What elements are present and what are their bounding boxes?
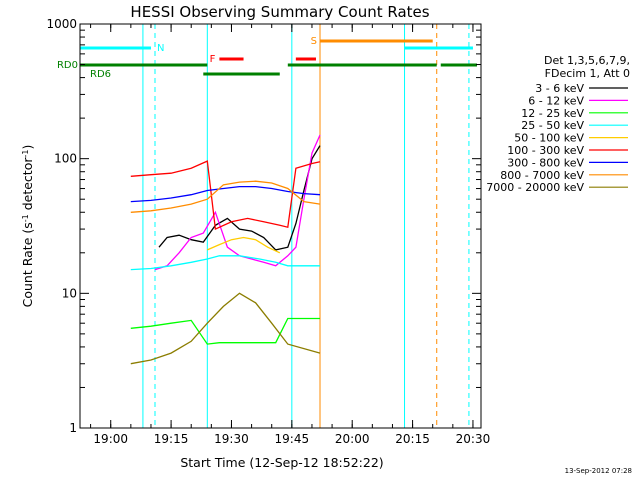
x-axis-label: Start Time (12-Sep-12 18:52:22) [180, 455, 383, 470]
x-tick-label-5: 20:15 [395, 432, 430, 446]
flag-label-N: N [157, 43, 164, 54]
series-line-4 [207, 236, 281, 254]
y-tick-label-2: 100 [54, 152, 77, 166]
chart-title: HESSI Observing Summary Count Rates [130, 3, 429, 21]
x-tick-label-1: 19:15 [154, 432, 189, 446]
legend-header-line1: Det 1,3,5,6,7,9, [544, 54, 630, 67]
legend-label-5: 100 - 300 keV [507, 144, 584, 157]
legend-label-3: 25 - 50 keV [521, 119, 584, 132]
series-line-1 [154, 134, 321, 271]
legend-label-2: 12 - 25 keV [521, 107, 584, 120]
vertical-lines-layer [79, 24, 470, 428]
legend-header-line2: FDecim 1, Att 0 [545, 67, 630, 80]
legend: Det 1,3,5,6,7,9, FDecim 1, Att 0 3 - 6 k… [486, 54, 630, 194]
x-tick-label-4: 20:00 [335, 432, 370, 446]
legend-label-8: 7000 - 20000 keV [486, 181, 584, 194]
y-axis-label: Count Rate (s-1 detector-1) [20, 145, 35, 308]
series-line-6 [130, 185, 321, 203]
flag-label-RD6: RD6 [90, 69, 111, 80]
series-layer [130, 134, 321, 365]
x-tick-label-2: 19:30 [214, 432, 249, 446]
flag-label-S: S [311, 36, 317, 47]
legend-label-4: 50 - 100 keV [514, 132, 584, 145]
x-tick-label-0: 19:00 [93, 432, 128, 446]
x-tick-label-6: 20:30 [456, 432, 491, 446]
series-line-3 [130, 255, 320, 271]
plot-frame [79, 23, 482, 429]
y-tick-label-1: 10 [62, 286, 77, 300]
axes-layer: 19:00 19:15 19:30 19:45 20:00 20:15 20:30 1 10 10… [46, 17, 490, 446]
series-line-5 [130, 160, 321, 231]
flag-bars-layer: N RD0 RD6 F S [57, 36, 477, 80]
flag-label-RD0: RD0 [57, 60, 78, 71]
y-tick-label-3: 1000 [46, 17, 77, 31]
x-tick-label-3: 19:45 [275, 432, 310, 446]
series-line-0 [158, 145, 321, 251]
series-line-7 [130, 180, 321, 213]
flag-label-F: F [210, 54, 216, 65]
series-line-8 [130, 292, 321, 365]
legend-label-7: 800 - 7000 keV [500, 169, 584, 182]
y-tick-label-0: 1 [69, 421, 77, 435]
legend-label-6: 300 - 800 keV [507, 156, 584, 169]
legend-label-1: 6 - 12 keV [528, 94, 584, 107]
legend-label-0: 3 - 6 keV [535, 82, 584, 95]
footer-timestamp: 13-Sep-2012 07:28 [565, 467, 632, 475]
